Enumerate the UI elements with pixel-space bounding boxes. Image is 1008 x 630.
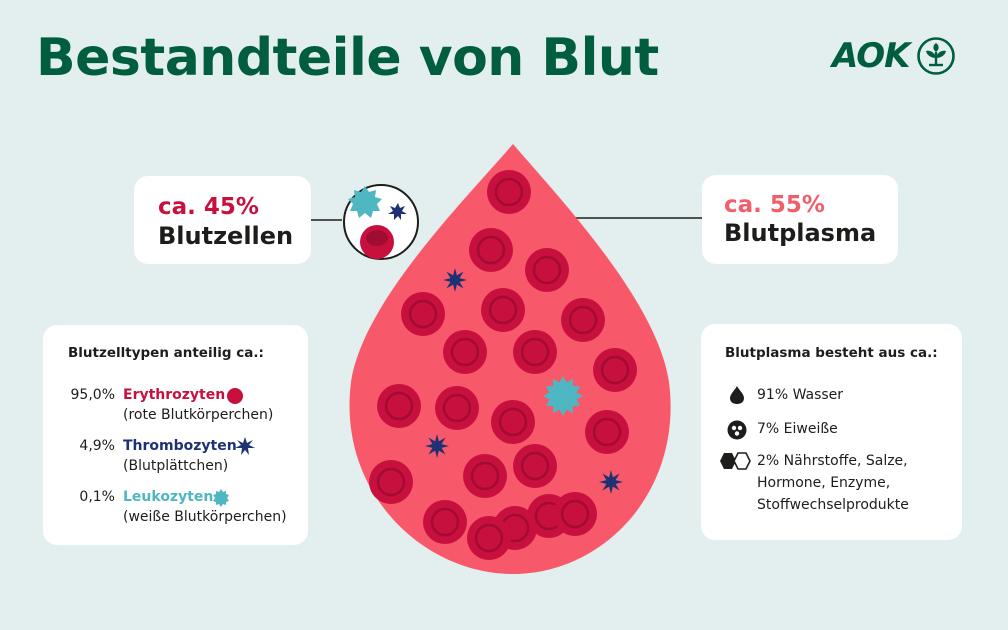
hexagon-molecule-icon bbox=[720, 452, 751, 470]
aok-logo: AOK bbox=[832, 36, 956, 76]
cell-types-title: Blutzelltypen anteilig ca.: bbox=[68, 345, 264, 361]
logo-text: AOK bbox=[832, 36, 911, 76]
thrombocyte-percent: 4,9% bbox=[79, 438, 115, 454]
red-blood-cell bbox=[593, 348, 637, 392]
plasma-callout: ca. 55% Blutplasma bbox=[702, 175, 898, 264]
blood-drop-illustration bbox=[349, 144, 671, 574]
red-blood-cell bbox=[525, 248, 569, 292]
red-blood-cell bbox=[513, 330, 557, 374]
plasma-percent: ca. 55% bbox=[724, 192, 825, 218]
erythrocyte-name: Erythrozyten bbox=[123, 387, 226, 403]
red-blood-cell bbox=[561, 298, 605, 342]
blood-cells-percent: ca. 45% bbox=[158, 194, 259, 220]
red-blood-cell bbox=[443, 330, 487, 374]
red-blood-cell bbox=[487, 170, 531, 214]
white-blood-cell-icon bbox=[348, 186, 382, 218]
red-blood-cell-icon bbox=[227, 388, 243, 404]
blood-cells-label: Blutzellen bbox=[158, 222, 294, 250]
protein-icon bbox=[727, 420, 747, 440]
blood-cells-magnifier bbox=[343, 184, 419, 260]
red-blood-cell bbox=[553, 492, 597, 536]
leukocyte-percent: 0,1% bbox=[79, 489, 115, 505]
white-blood-cell bbox=[543, 376, 583, 416]
leukocyte-name: Leukozyten bbox=[123, 489, 214, 505]
red-blood-cell bbox=[463, 454, 507, 498]
red-blood-cell bbox=[481, 288, 525, 332]
red-blood-cell bbox=[469, 228, 513, 272]
red-blood-cell bbox=[585, 410, 629, 454]
plasma-title: Blutplasma besteht aus ca.: bbox=[725, 345, 938, 361]
red-blood-cell bbox=[401, 292, 445, 336]
thrombocyte-subtitle: (Blutplättchen) bbox=[123, 458, 229, 474]
cell-types-card: Blutzelltypen anteilig ca.: 95,0% Erythr… bbox=[43, 325, 308, 545]
platelet-star bbox=[425, 434, 449, 458]
page-title: Bestandteile von Blut bbox=[36, 28, 659, 88]
platelet-star-icon bbox=[388, 203, 407, 220]
blood-drop-shape bbox=[349, 144, 671, 574]
aok-tree-icon bbox=[916, 37, 955, 75]
plasma-composition-card: Blutplasma besteht aus ca.: 91% Wasser 7… bbox=[701, 324, 962, 540]
red-blood-cell bbox=[491, 400, 535, 444]
platelet-star bbox=[443, 268, 467, 292]
protein-text: 7% Eiweiße bbox=[757, 421, 838, 437]
leukocyte-subtitle: (weiße Blutkörperchen) bbox=[123, 509, 287, 525]
red-blood-cell bbox=[513, 444, 557, 488]
erythrocyte-percent: 95,0% bbox=[70, 387, 115, 403]
nutrients-text: 2% Nährstoffe, Salze, Hormone, Enzyme, S… bbox=[757, 450, 909, 516]
nutrients-line-3: Stoffwechselprodukte bbox=[757, 497, 909, 513]
thrombocyte-name: Thrombozyten bbox=[123, 438, 237, 454]
white-blood-cell-icon bbox=[213, 489, 229, 507]
platelet-star bbox=[599, 470, 623, 494]
water-drop-icon bbox=[730, 386, 744, 404]
red-blood-cell bbox=[467, 516, 511, 560]
blood-cells-callout: ca. 45% Blutzellen bbox=[134, 176, 311, 264]
nutrients-line-2: Hormone, Enzyme, bbox=[757, 475, 891, 491]
nutrients-line-1: 2% Nährstoffe, Salze, bbox=[757, 453, 908, 469]
red-blood-cell bbox=[423, 500, 467, 544]
plasma-label: Blutplasma bbox=[724, 219, 877, 247]
red-blood-cell bbox=[377, 384, 421, 428]
platelet-star-icon bbox=[235, 437, 255, 455]
red-blood-cell bbox=[435, 386, 479, 430]
red-blood-cell-icon bbox=[360, 225, 394, 259]
water-text: 91% Wasser bbox=[757, 387, 844, 403]
erythrocyte-subtitle: (rote Blutkörperchen) bbox=[123, 407, 274, 423]
red-blood-cell bbox=[369, 460, 413, 504]
